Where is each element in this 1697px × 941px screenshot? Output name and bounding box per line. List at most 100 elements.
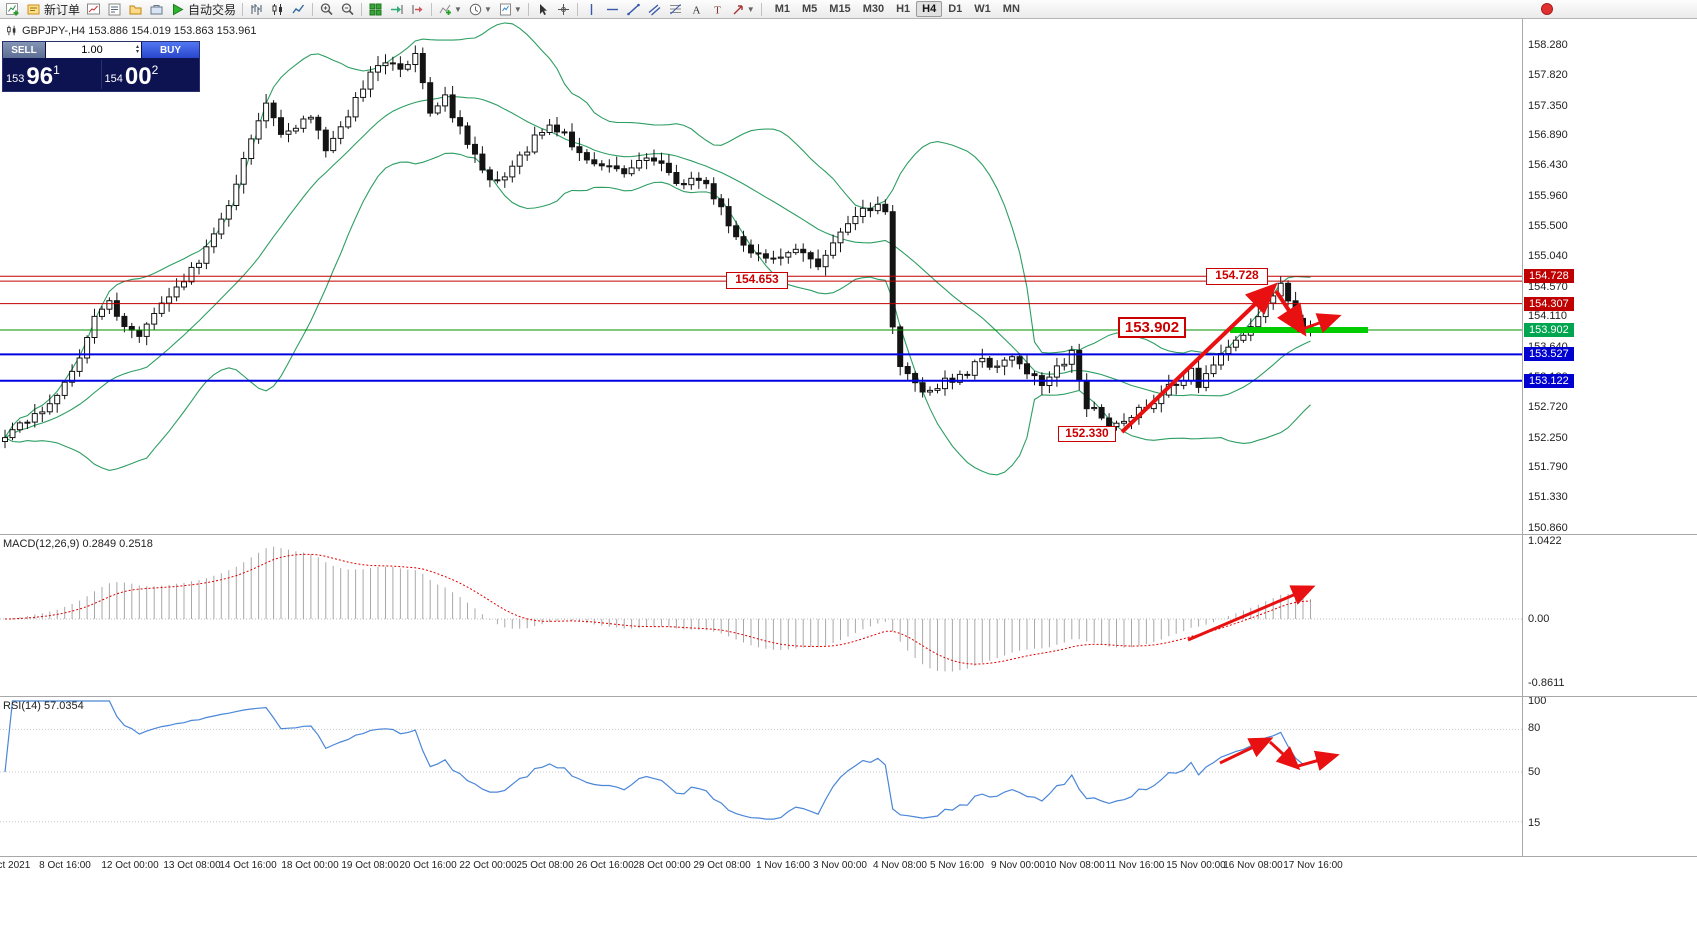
- navigator-button[interactable]: [125, 1, 146, 18]
- macd-panel[interactable]: MACD(12,26,9) 0.2849 0.2518: [0, 535, 1522, 696]
- price-axis[interactable]: 158.280 157.820 157.350 156.890 156.430 155.9…: [1523, 19, 1697, 857]
- indicators-button[interactable]: ▼: [435, 1, 465, 18]
- sell-button[interactable]: SELL: [3, 42, 45, 58]
- price-axis-tick: 156.890: [1528, 129, 1568, 141]
- price-annotation[interactable]: 152.330: [1058, 426, 1116, 442]
- price-axis-tick: 158.280: [1528, 39, 1568, 51]
- toolbar-separator: [242, 2, 244, 16]
- price-axis-tick: 155.040: [1528, 250, 1568, 262]
- time-axis-label: 15 Nov 00:00: [1166, 860, 1226, 871]
- time-axis-label: 19 Oct 08:00: [341, 860, 399, 871]
- tile-windows-button[interactable]: [365, 1, 386, 18]
- trade-panel-controls: SELL 1.00 ▴ ▾ BUY: [3, 42, 199, 58]
- volume-field[interactable]: 1.00 ▴ ▾: [46, 42, 141, 58]
- tile-windows-icon: [369, 3, 382, 15]
- timeframe-button-m1[interactable]: M1: [774, 3, 790, 15]
- zoom-in-icon: [320, 2, 333, 15]
- autoscroll-button[interactable]: [386, 1, 407, 18]
- fibonacci-button[interactable]: [665, 1, 686, 18]
- timeframe-button-d1[interactable]: D1: [948, 3, 963, 15]
- toolbox-button[interactable]: [146, 1, 167, 18]
- candlestick-chart-button[interactable]: [267, 1, 288, 18]
- data-window-button[interactable]: [104, 1, 125, 18]
- new-order-button[interactable]: 新订单: [23, 1, 83, 18]
- svg-text:A: A: [692, 4, 700, 16]
- templates-button[interactable]: ▼: [495, 1, 525, 18]
- spinner-up-icon[interactable]: ▴: [135, 44, 139, 50]
- zoom-in-button[interactable]: [316, 1, 337, 18]
- price-annotation[interactable]: 154.728: [1206, 268, 1268, 285]
- chart-canvas[interactable]: [0, 19, 1522, 534]
- text-tool-button[interactable]: A: [686, 1, 707, 18]
- timeframe-button-m5[interactable]: M5: [802, 3, 818, 15]
- price-axis-tick: 151.790: [1528, 461, 1568, 473]
- label-tool-button[interactable]: T: [707, 1, 728, 18]
- time-axis-label: 25 Oct 08:00: [516, 860, 574, 871]
- one-click-trading-panel: SELL 1.00 ▴ ▾ BUY 153 96 1 154 00 2: [2, 41, 200, 92]
- time-axis[interactable]: Oct 2021 8 Oct 16:00 12 Oct 00:00 13 Oct 08…: [0, 857, 1522, 875]
- price-axis-badge: 154.307: [1524, 297, 1574, 311]
- price-axis-tick: 155.500: [1528, 220, 1568, 232]
- price-axis-tick: 154.110: [1528, 310, 1567, 322]
- chart-shift-button[interactable]: [407, 1, 428, 18]
- market-watch-button[interactable]: [83, 1, 104, 18]
- macd-histogram: [12, 546, 1311, 672]
- panel-separator[interactable]: [0, 696, 1697, 697]
- price-axis-badge: 153.902: [1524, 323, 1574, 337]
- arrows-tool-button[interactable]: ▼: [728, 1, 758, 18]
- zoom-out-button[interactable]: [337, 1, 358, 18]
- buy-button[interactable]: BUY: [142, 42, 199, 58]
- spinner-down-icon[interactable]: ▾: [135, 49, 139, 55]
- rsi-trend-arrows[interactable]: [1219, 737, 1340, 771]
- main-chart-panel[interactable]: GBPJPY-,H4 153.886 154.019 153.863 153.9…: [0, 19, 1522, 534]
- timeframe-button-m15[interactable]: M15: [829, 3, 851, 15]
- time-axis-label: 4 Nov 08:00: [873, 860, 927, 871]
- trendline-button[interactable]: [623, 1, 644, 18]
- timeframe-button-w1[interactable]: W1: [974, 3, 991, 15]
- time-axis-label: Oct 2021: [0, 860, 31, 871]
- timeframe-button-m30[interactable]: M30: [862, 3, 885, 15]
- price-axis-badge: 153.527: [1524, 347, 1574, 361]
- new-chart-button[interactable]: [2, 1, 23, 18]
- toolbar-separator: [760, 2, 762, 16]
- price-annotation[interactable]: 154.653: [726, 272, 788, 289]
- sell-price[interactable]: 153 96 1: [3, 58, 101, 91]
- channel-icon: [648, 4, 661, 15]
- line-chart-button[interactable]: [288, 1, 309, 18]
- time-axis-label: 20 Oct 16:00: [399, 860, 457, 871]
- sell-price-small: 153: [6, 73, 25, 85]
- price-annotation[interactable]: 153.902: [1118, 317, 1186, 338]
- macd-trend-arrow[interactable]: [1187, 585, 1316, 642]
- sell-price-big: 96: [26, 63, 54, 90]
- time-axis-label: 9 Nov 00:00: [991, 860, 1045, 871]
- buy-price[interactable]: 154 00 2: [102, 58, 200, 91]
- buy-price-small: 154: [104, 73, 123, 85]
- horizontal-line-button[interactable]: [602, 1, 623, 18]
- autoscroll-icon: [391, 4, 403, 14]
- alert-icon[interactable]: [1541, 3, 1553, 15]
- timeframe-button-h1[interactable]: H1: [896, 3, 911, 15]
- crosshair-button[interactable]: [553, 1, 574, 18]
- cursor-button[interactable]: [532, 1, 553, 18]
- macd-canvas[interactable]: [0, 535, 1522, 696]
- symbol-ohlc-label: GBPJPY-,H4 153.886 154.019 153.863 153.9…: [22, 25, 257, 37]
- toolbox-icon: [150, 4, 163, 14]
- timeframe-button-mn[interactable]: MN: [1002, 3, 1020, 15]
- bollinger-bands: [4, 22, 1311, 476]
- timeframe-button-h4[interactable]: H4: [916, 1, 943, 17]
- rsi-axis-tick: 15: [1528, 817, 1541, 829]
- time-axis-label: 17 Nov 16:00: [1283, 860, 1343, 871]
- time-axis-label: 16 Nov 08:00: [1223, 860, 1283, 871]
- periods-button[interactable]: ▼: [465, 1, 495, 18]
- trend-arrows[interactable]: [1120, 282, 1342, 434]
- rsi-canvas[interactable]: [0, 697, 1522, 856]
- volume-spinner[interactable]: ▴ ▾: [135, 44, 139, 55]
- panel-separator[interactable]: [0, 534, 1697, 535]
- candles: [2, 45, 1314, 449]
- rsi-panel[interactable]: RSI(14) 57.0354: [0, 697, 1522, 856]
- autotrading-button[interactable]: 自动交易: [167, 1, 239, 18]
- vertical-line-button[interactable]: [581, 1, 602, 18]
- bars-chart-button[interactable]: [246, 1, 267, 18]
- channel-button[interactable]: [644, 1, 665, 18]
- price-axis-tick: 157.350: [1528, 100, 1568, 112]
